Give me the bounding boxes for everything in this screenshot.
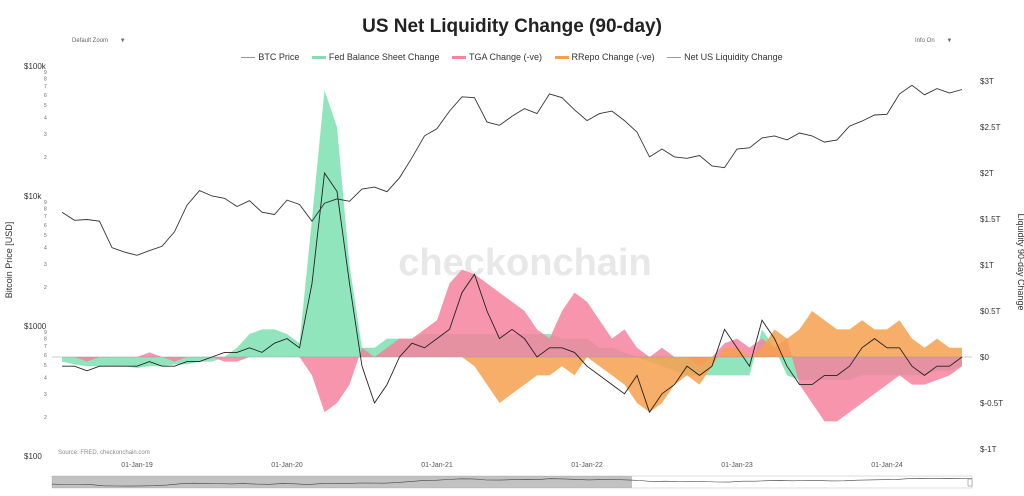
- info-select[interactable]: Info On ▼: [915, 38, 952, 44]
- legend: BTC Price Fed Balance Sheet Change TGA C…: [0, 52, 1024, 62]
- left-minor-tick-label: 9: [44, 70, 47, 76]
- right-tick-label: $1.5T: [980, 215, 1001, 224]
- source-note: Source: FRED, checkonchain.com: [58, 450, 150, 456]
- x-tick-label: 01-Jan-21: [421, 462, 453, 469]
- right-tick-label: $0: [980, 353, 989, 362]
- left-minor-tick-label: 4: [44, 246, 47, 252]
- right-tick-label: $-0.5T: [980, 399, 1003, 408]
- rrepo-area: [62, 311, 962, 413]
- caret-down-icon: ▼: [946, 38, 953, 44]
- legend-item-tga[interactable]: TGA Change (-ve): [451, 52, 542, 62]
- left-tick-label: $1000: [24, 322, 47, 331]
- legend-item-net[interactable]: Net US Liquidity Change: [667, 52, 783, 62]
- left-minor-tick-label: 2: [44, 155, 47, 161]
- left-tick-label: $100k: [24, 62, 47, 71]
- legend-item-btc[interactable]: BTC Price: [241, 52, 299, 62]
- chart-title: US Net Liquidity Change (90-day): [362, 16, 662, 37]
- left-minor-tick-label: 5: [44, 233, 47, 239]
- left-tick-label: $10k: [24, 192, 42, 201]
- left-minor-tick-label: 5: [44, 363, 47, 369]
- right-tick-label: $3T: [980, 77, 994, 86]
- left-minor-tick-label: 2: [44, 285, 47, 291]
- left-minor-tick-label: 7: [44, 214, 47, 220]
- right-tick-label: $0.5T: [980, 307, 1001, 316]
- left-minor-tick-label: 9: [44, 200, 47, 206]
- left-axis-title: Bitcoin Price [USD]: [4, 222, 14, 299]
- btc-price-line: [61, 84, 963, 256]
- left-minor-tick-label: 2: [44, 415, 47, 421]
- left-minor-tick-label: 8: [44, 207, 47, 213]
- info-select-label: Info On: [915, 38, 935, 44]
- tga-area: [62, 269, 962, 422]
- left-minor-tick-label: 5: [44, 103, 47, 109]
- left-minor-tick-label: 6: [44, 93, 47, 99]
- left-minor-tick-label: 3: [44, 392, 47, 398]
- navigator-line: [51, 477, 973, 487]
- left-tick-label: $100: [24, 452, 42, 461]
- left-minor-tick-label: 3: [44, 262, 47, 268]
- left-minor-tick-label: 4: [44, 376, 47, 382]
- left-minor-tick-label: 6: [44, 223, 47, 229]
- right-axis-title: Liquidity 90-day Change: [1016, 213, 1024, 310]
- legend-item-fed[interactable]: Fed Balance Sheet Change: [311, 52, 439, 62]
- net-liquidity-line: [62, 171, 963, 414]
- left-minor-tick-label: 9: [44, 330, 47, 336]
- left-minor-tick-label: 4: [44, 116, 47, 122]
- watermark: checkonchain: [398, 242, 651, 284]
- right-tick-label: $-1T: [980, 445, 997, 454]
- navigator-handle[interactable]: [967, 478, 973, 487]
- x-tick-label: 01-Jan-20: [271, 462, 303, 469]
- x-tick-label: 01-Jan-23: [721, 462, 753, 469]
- zoom-select[interactable]: Default Zoom ▼: [72, 38, 126, 44]
- caret-down-icon: ▼: [119, 38, 126, 44]
- navigator-selection[interactable]: [52, 476, 632, 488]
- x-tick-label: 01-Jan-19: [121, 462, 153, 469]
- left-minor-tick-label: 8: [44, 337, 47, 343]
- x-tick-label: 01-Jan-22: [571, 462, 603, 469]
- left-minor-tick-label: 6: [44, 353, 47, 359]
- right-tick-label: $1T: [980, 261, 994, 270]
- right-tick-label: $2.5T: [980, 123, 1001, 132]
- left-minor-tick-label: 7: [44, 344, 47, 350]
- left-minor-tick-label: 8: [44, 77, 47, 83]
- x-tick-label: 01-Jan-24: [871, 462, 903, 469]
- zoom-select-label: Default Zoom: [72, 38, 109, 44]
- right-tick-label: $2T: [980, 169, 994, 178]
- legend-item-rrepo[interactable]: RRepo Change (-ve): [554, 52, 655, 62]
- left-minor-tick-label: 7: [44, 84, 47, 90]
- left-minor-tick-label: 3: [44, 132, 47, 138]
- range-navigator[interactable]: [51, 475, 973, 489]
